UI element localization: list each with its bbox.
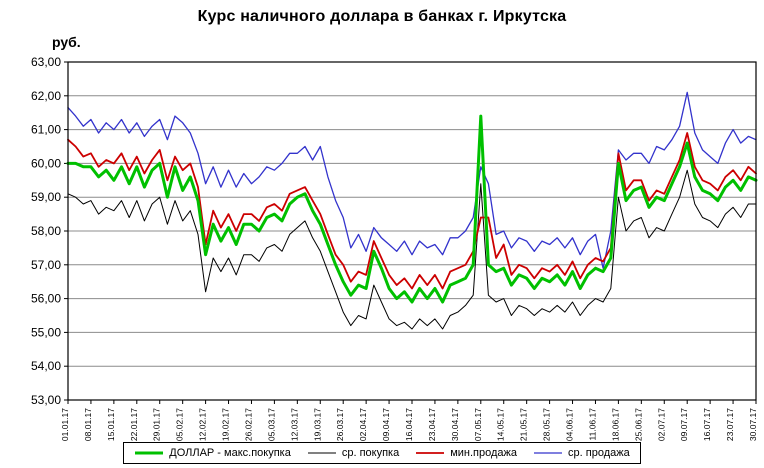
x-tick-label: 07.05.17 — [473, 408, 483, 441]
x-tick-label: 01.01.17 — [60, 408, 70, 441]
legend-line-sample — [307, 452, 336, 454]
x-tick-label: 05.03.17 — [266, 408, 276, 441]
legend-item-0: ДОЛЛАР - макс.покупка — [134, 447, 291, 459]
x-tick-label: 15.01.17 — [106, 408, 116, 441]
y-tick-label: 53,00 — [31, 393, 61, 407]
y-tick-label: 57,00 — [31, 258, 61, 272]
x-tick-label: 04.06.17 — [565, 408, 575, 441]
x-tick-label: 11.06.17 — [587, 408, 597, 441]
series-line-3 — [67, 91, 757, 269]
legend: ДОЛЛАР - макс.покупка ср. покупка мин.прод… — [0, 442, 764, 464]
legend-item-2: мин.продажа — [415, 447, 517, 459]
x-tick-label: 19.03.17 — [312, 408, 322, 441]
x-tick-label: 08.01.17 — [83, 408, 93, 441]
x-tick-label: 19.02.17 — [221, 408, 231, 441]
x-tick-label: 30.07.17 — [748, 408, 758, 441]
x-tick-label: 16.07.17 — [702, 408, 712, 441]
series-line-1 — [67, 169, 757, 330]
y-tick-label: 55,00 — [31, 325, 61, 339]
x-tick-label: 09.04.17 — [381, 408, 391, 441]
legend-label: мин.продажа — [450, 447, 518, 459]
x-tick-label: 16.04.17 — [404, 408, 414, 441]
x-tick-label: 25.06.17 — [633, 408, 643, 441]
legend-item-1: ср. покупка — [307, 447, 399, 459]
y-tick-label: 63,00 — [31, 55, 61, 69]
x-tick-label: 12.02.17 — [198, 408, 208, 441]
x-tick-label: 09.07.17 — [679, 408, 689, 441]
plot-frame — [67, 61, 757, 401]
x-tick-label: 02.04.17 — [358, 408, 368, 441]
legend-line-sample — [416, 452, 445, 454]
legend-item-3: ср. продажа — [533, 447, 630, 459]
legend-label: ср. покупка — [341, 447, 400, 459]
y-axis-title: руб. — [52, 34, 81, 50]
x-tick-label: 18.06.17 — [610, 408, 620, 441]
y-tick-label: 56,00 — [31, 292, 61, 306]
x-tick-label: 23.04.17 — [427, 408, 437, 441]
x-tick-label: 22.01.17 — [129, 408, 139, 441]
legend-line-sample — [534, 452, 563, 454]
x-tick-label: 14.05.17 — [496, 408, 506, 441]
chart-title: Курс наличного доллара в банках г. Иркут… — [197, 8, 567, 25]
x-tick-label: 05.02.17 — [175, 408, 185, 441]
y-tick-label: 61,00 — [31, 123, 61, 137]
legend-label: ср. продажа — [568, 447, 630, 459]
y-tick-label: 54,00 — [31, 359, 61, 373]
y-tick-label: 58,00 — [31, 224, 61, 238]
legend-box: ДОЛЛАР - макс.покупка ср. покупка мин.прод… — [123, 442, 641, 464]
series-line-0 — [66, 114, 758, 304]
x-tick-label: 02.07.17 — [656, 408, 666, 441]
x-tick-label: 23.07.17 — [725, 408, 735, 441]
legend-line-sample — [135, 451, 164, 455]
y-tick-label: 62,00 — [31, 89, 61, 103]
y-tick-label: 60,00 — [31, 156, 61, 170]
series-line-2 — [67, 132, 757, 290]
x-tick-label: 12.03.17 — [289, 408, 299, 441]
x-tick-label: 26.03.17 — [335, 408, 345, 441]
y-tick-label: 59,00 — [31, 190, 61, 204]
x-tick-label: 26.02.17 — [243, 408, 253, 441]
x-tick-label: 21.05.17 — [519, 408, 529, 441]
x-tick-label: 29.01.17 — [152, 408, 162, 441]
x-tick-label: 30.04.17 — [450, 408, 460, 441]
x-tick-label: 28.05.17 — [542, 408, 552, 441]
legend-label: ДОЛЛАР - макс.покупка — [169, 447, 291, 459]
